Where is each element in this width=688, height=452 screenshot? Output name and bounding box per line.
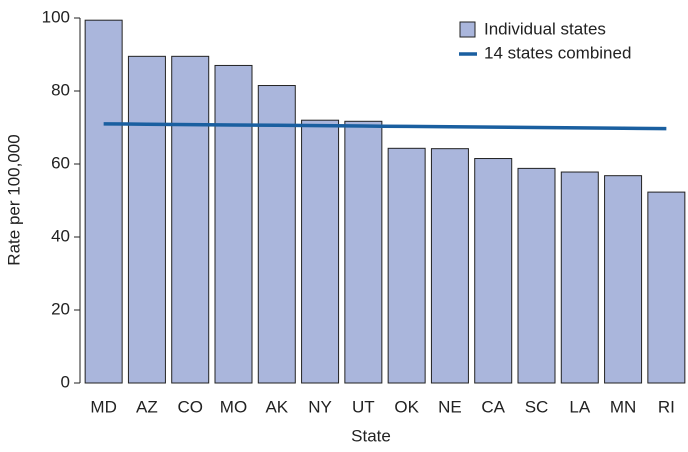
x-tick-label: NE [438, 397, 462, 416]
y-tick-label: 40 [51, 226, 70, 245]
bar [430, 148, 469, 384]
x-tick-label: MO [220, 397, 247, 416]
x-tick-label: RI [658, 397, 675, 416]
bar [474, 158, 513, 384]
legend-label: 14 states combined [484, 43, 631, 62]
bar [84, 19, 123, 384]
line [103, 122, 667, 131]
bar [560, 171, 599, 384]
x-tick-label: AZ [136, 397, 158, 416]
bar [171, 55, 210, 384]
legend-swatch [459, 21, 476, 38]
bar [257, 85, 296, 384]
y-tick-label: 60 [51, 153, 70, 172]
bar [517, 167, 556, 384]
bar [301, 119, 340, 384]
y-tick-label: 0 [61, 372, 70, 391]
bar [344, 120, 383, 384]
y-tick-label: 100 [42, 7, 70, 26]
bar [387, 147, 426, 384]
x-axis-label: State [351, 426, 391, 445]
x-tick-label: NY [308, 397, 332, 416]
x-tick-label: LA [569, 397, 590, 416]
x-tick-label: AK [265, 397, 288, 416]
x-tick-label: CO [177, 397, 203, 416]
bar [214, 64, 253, 384]
x-tick-label: SC [525, 397, 549, 416]
x-tick-label: CA [481, 397, 505, 416]
x-tick-label: OK [394, 397, 419, 416]
x-tick-label: UT [352, 397, 375, 416]
bar [127, 55, 166, 384]
y-tick-label: 80 [51, 80, 70, 99]
y-axis-label: Rate per 100,000 [4, 134, 23, 265]
bar [604, 175, 643, 384]
x-tick-label: MD [90, 397, 116, 416]
bar [647, 191, 686, 384]
y-tick-label: 20 [51, 299, 70, 318]
legend-label: Individual states [484, 19, 606, 38]
x-tick-label: MN [610, 397, 636, 416]
